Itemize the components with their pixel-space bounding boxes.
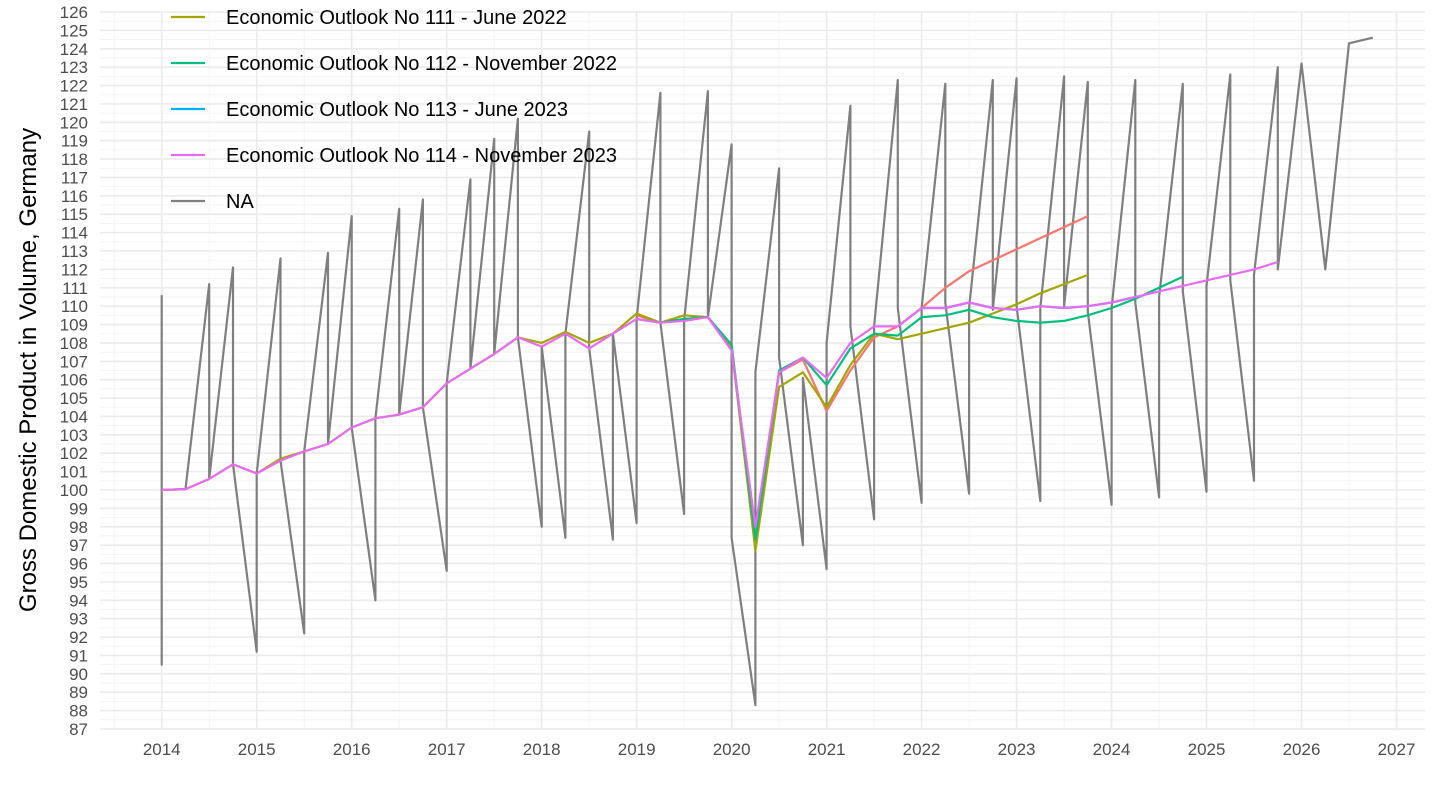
y-tick-label: 91 [69,646,88,665]
y-tick-label: 120 [60,113,88,132]
legend-item: Economic Outlook No 113 - June 2023 [171,99,568,121]
legend-item: NA [171,191,254,213]
series-line-unlabelled-1 [636,215,1089,538]
y-axis-label: Gross Domestic Product in Volume, German… [15,128,42,612]
series-lines [160,36,1374,707]
y-tick-label: 125 [60,21,88,40]
x-tick-label: 2014 [143,740,181,759]
y-tick-label: 93 [69,610,88,629]
y-tick-label: 97 [69,536,88,555]
y-tick-label: 99 [69,499,88,518]
y-tick-label: 90 [69,665,88,684]
y-tick-label: 98 [69,518,88,537]
x-tick-label: 2027 [1378,740,1416,759]
x-tick-label: 2018 [523,740,561,759]
x-tick-label: 2023 [998,740,1036,759]
x-tick-label: 2026 [1283,740,1321,759]
y-tick-label: 88 [69,702,88,721]
y-tick-label: 96 [69,555,88,574]
y-tick-label: 122 [60,77,88,96]
y-tick-label: 110 [61,297,88,316]
y-tick-label: 111 [62,279,88,298]
y-tick-label: 107 [60,352,88,371]
x-axis-tick-labels: 2014 2015 2016 2017 2018 2019 2020 2021 2022 2023… [143,740,1416,759]
legend-label: NA [226,191,254,213]
y-tick-label: 109 [60,316,88,335]
legend-item: Economic Outlook No 111 - June 2022 [171,7,567,29]
y-tick-label: 126 [60,3,88,22]
x-tick-label: 2020 [713,740,751,759]
y-tick-label: 87 [69,720,88,739]
y-tick-label: 123 [60,58,88,77]
y-tick-label: 115 [61,205,88,224]
y-tick-label: 94 [69,591,88,610]
y-tick-label: 100 [60,481,88,500]
y-tick-label: 95 [69,573,88,592]
y-tick-label: 104 [60,407,88,426]
y-tick-label: 92 [69,628,88,647]
legend-item: Economic Outlook No 112 - November 2022 [171,53,617,75]
y-tick-label: 101 [60,463,88,482]
legend-label: Economic Outlook No 113 - June 2023 [226,99,568,121]
y-tick-label: 113 [61,242,88,261]
y-tick-label: 124 [60,40,88,59]
y-tick-label: 121 [60,95,88,114]
series-line-economic-outlook-no-112-november-2022 [636,275,1184,541]
y-tick-label: 116 [61,187,88,206]
series-line-economic-outlook-no-111-june-2022 [161,273,1089,552]
y-tick-label: 103 [60,426,88,445]
legend-label: Economic Outlook No 112 - November 2022 [226,53,617,75]
y-axis-tick-labels: 8788899091929394959697989910010110210310… [60,3,88,739]
y-tick-label: 117 [61,168,88,187]
x-tick-label: 2021 [808,740,846,759]
series-line-economic-outlook-no-114-november-2023 [161,260,1279,528]
y-tick-label: 102 [60,444,88,463]
x-tick-label: 2017 [428,740,466,759]
y-tick-label: 106 [60,371,88,390]
x-tick-label: 2022 [903,740,941,759]
y-tick-label: 118 [61,150,88,169]
x-tick-label: 2015 [238,740,276,759]
y-tick-label: 112 [61,260,88,279]
legend-item: Economic Outlook No 114 - November 2023 [171,145,617,167]
x-tick-label: 2019 [618,740,656,759]
y-tick-label: 119 [61,132,88,151]
y-tick-label: 108 [60,334,88,353]
x-tick-label: 2016 [333,740,371,759]
y-tick-label: 105 [60,389,88,408]
legend: Economic Outlook No 111 - June 2022 Econo… [171,7,617,213]
legend-label: Economic Outlook No 111 - June 2022 [226,7,567,29]
x-tick-label: 2024 [1093,740,1131,759]
x-tick-label: 2025 [1188,740,1226,759]
legend-label: Economic Outlook No 114 - November 2023 [226,145,617,167]
series-line-na [160,36,1374,707]
y-tick-label: 89 [69,683,88,702]
y-tick-label: 114 [61,224,88,243]
